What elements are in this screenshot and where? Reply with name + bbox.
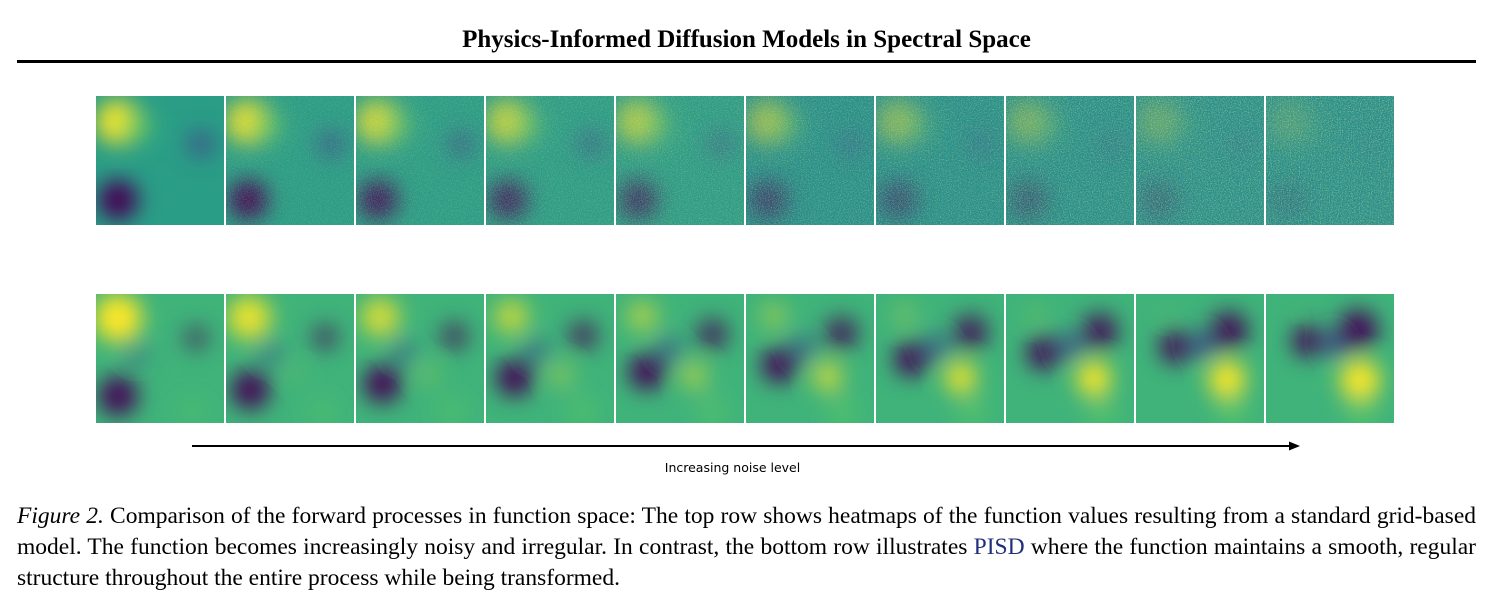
pisd-heatmap-tile [876, 294, 1004, 423]
grid-based-heatmap-tile [876, 96, 1004, 225]
figure-caption: Figure 2. Comparison of the forward proc… [17, 501, 1476, 594]
pisd-heatmap-tile [1006, 294, 1134, 423]
grid-based-heatmap-tile [616, 96, 744, 225]
caption-text-1: Comparison of the forward processes in f… [17, 503, 1477, 560]
grid-based-heatmap-tile [486, 96, 614, 225]
noise-axis-label: Increasing noise level [664, 460, 801, 475]
grid-based-heatmap-tile [1136, 96, 1264, 225]
noise-arrow [192, 438, 1300, 454]
grid-based-heatmap-tile [226, 96, 354, 225]
grid-based-heatmap-tile [746, 96, 874, 225]
grid-based-heatmap-tile [356, 96, 484, 225]
pisd-heatmap-tile [486, 294, 614, 423]
pisd-heatmap-tile [616, 294, 744, 423]
pisd-reference-link[interactable]: PISD [973, 534, 1025, 560]
pisd-heatmap-row [96, 294, 1396, 423]
pisd-heatmap-tile [96, 294, 224, 423]
title-rule [17, 60, 1476, 63]
grid-based-heatmap-tile [96, 96, 224, 225]
running-title: Physics-Informed Diffusion Models in Spe… [462, 26, 1031, 53]
figure-label: Figure 2. [17, 503, 104, 529]
pisd-heatmap-tile [226, 294, 354, 423]
grid-based-heatmap-tile [1006, 96, 1134, 225]
pisd-heatmap-tile [746, 294, 874, 423]
arrow-right-icon [192, 441, 1300, 451]
grid-based-heatmap-row [96, 96, 1396, 225]
pisd-heatmap-tile [356, 294, 484, 423]
pisd-heatmap-tile [1136, 294, 1264, 423]
pisd-heatmap-tile [1266, 294, 1394, 423]
grid-based-heatmap-tile [1266, 96, 1394, 225]
